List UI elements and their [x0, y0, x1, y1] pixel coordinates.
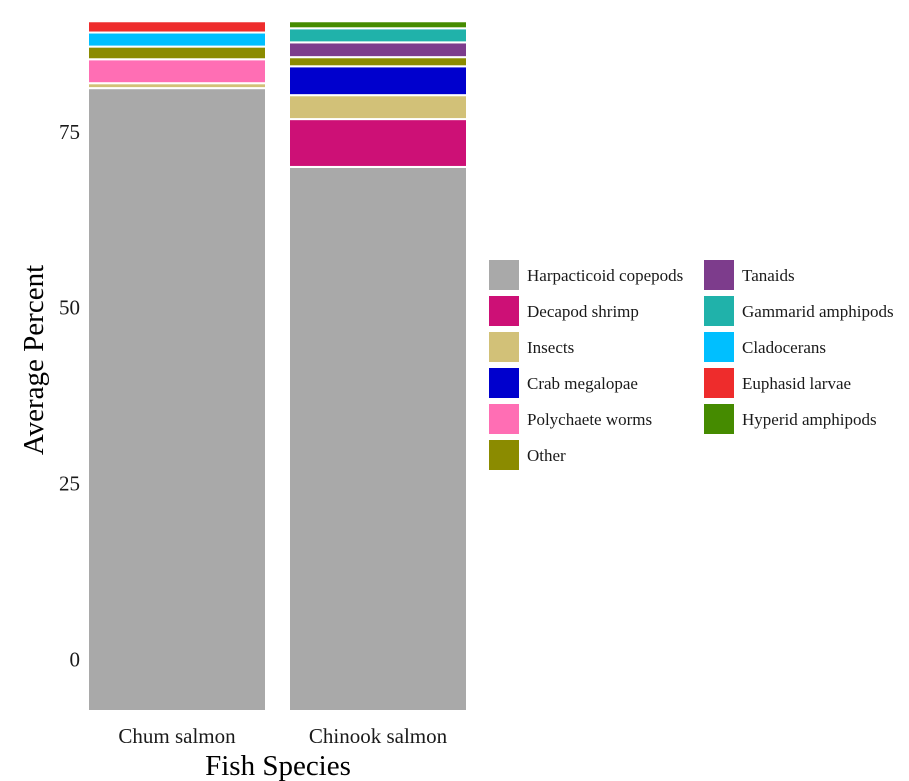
y-axis-title: Average Percent	[18, 265, 50, 455]
legend-swatch-cladocerans	[704, 332, 734, 362]
legend-swatch-euphasid-larvae	[704, 368, 734, 398]
bar-segment-chum-salmon-harpacticoid-copepods	[87, 87, 267, 713]
bar-segment-chum-salmon-cladocerans	[87, 31, 267, 48]
bar-segment-chinook-salmon-harpacticoid-copepods	[288, 165, 468, 712]
x-axis-title: Fish Species	[205, 750, 351, 781]
legend-swatch-crab-megalopae	[489, 368, 519, 398]
bar-segment-chinook-salmon-tanaids	[288, 41, 468, 59]
y-tick-label: 0	[70, 648, 81, 672]
y-tick-label: 50	[59, 296, 80, 320]
legend-label-hyperid-amphipods: Hyperid amphipods	[742, 410, 877, 429]
bar-segment-chinook-salmon-gammarid-amphipods	[288, 27, 468, 44]
legend: Harpacticoid copepods Decapod shrimp Insec…	[489, 260, 894, 470]
legend-swatch-hyperid-amphipods	[704, 404, 734, 434]
bar-segment-chinook-salmon-other	[288, 56, 468, 68]
bar-segment-chum-salmon-other	[87, 45, 267, 61]
x-tick-label-chum-salmon: Chum salmon	[118, 724, 236, 748]
x-axis-ticks: Chum salmon Chinook salmon	[118, 724, 447, 748]
legend-label-harpacticoid-copepods: Harpacticoid copepods	[527, 266, 683, 285]
legend-label-decapod-shrimp: Decapod shrimp	[527, 302, 639, 321]
legend-label-other: Other	[527, 446, 566, 465]
legend-label-gammarid-amphipods: Gammarid amphipods	[742, 302, 894, 321]
legend-label-euphasid-larvae: Euphasid larvae	[742, 374, 851, 393]
legend-label-tanaids: Tanaids	[742, 266, 795, 285]
legend-swatch-other	[489, 440, 519, 470]
legend-swatch-decapod-shrimp	[489, 296, 519, 326]
legend-label-crab-megalopae: Crab megalopae	[527, 374, 638, 393]
legend-swatch-harpacticoid-copepods	[489, 260, 519, 290]
bar-segment-chum-salmon-euphasid-larvae	[87, 20, 267, 34]
bar-segment-chum-salmon-polychaete-worms	[87, 58, 267, 85]
bars-layer	[87, 20, 468, 713]
legend-label-polychaete-worms: Polychaete worms	[527, 410, 652, 429]
legend-swatch-gammarid-amphipods	[704, 296, 734, 326]
legend-swatch-insects	[489, 332, 519, 362]
y-tick-label: 25	[59, 472, 80, 496]
legend-label-cladocerans: Cladocerans	[742, 338, 826, 357]
legend-swatch-tanaids	[704, 260, 734, 290]
bar-segment-chinook-salmon-insects	[288, 94, 468, 121]
y-axis-ticks: 0 25 50 75	[59, 120, 80, 672]
x-tick-label-chinook-salmon: Chinook salmon	[309, 724, 448, 748]
legend-label-insects: Insects	[527, 338, 574, 357]
bar-segment-chinook-salmon-hyperid-amphipods	[288, 20, 468, 30]
bar-segment-chinook-salmon-decapod-shrimp	[288, 118, 468, 168]
bar-segment-chinook-salmon-crab-megalopae	[288, 65, 468, 97]
y-tick-label: 75	[59, 120, 80, 144]
legend-swatch-polychaete-worms	[489, 404, 519, 434]
